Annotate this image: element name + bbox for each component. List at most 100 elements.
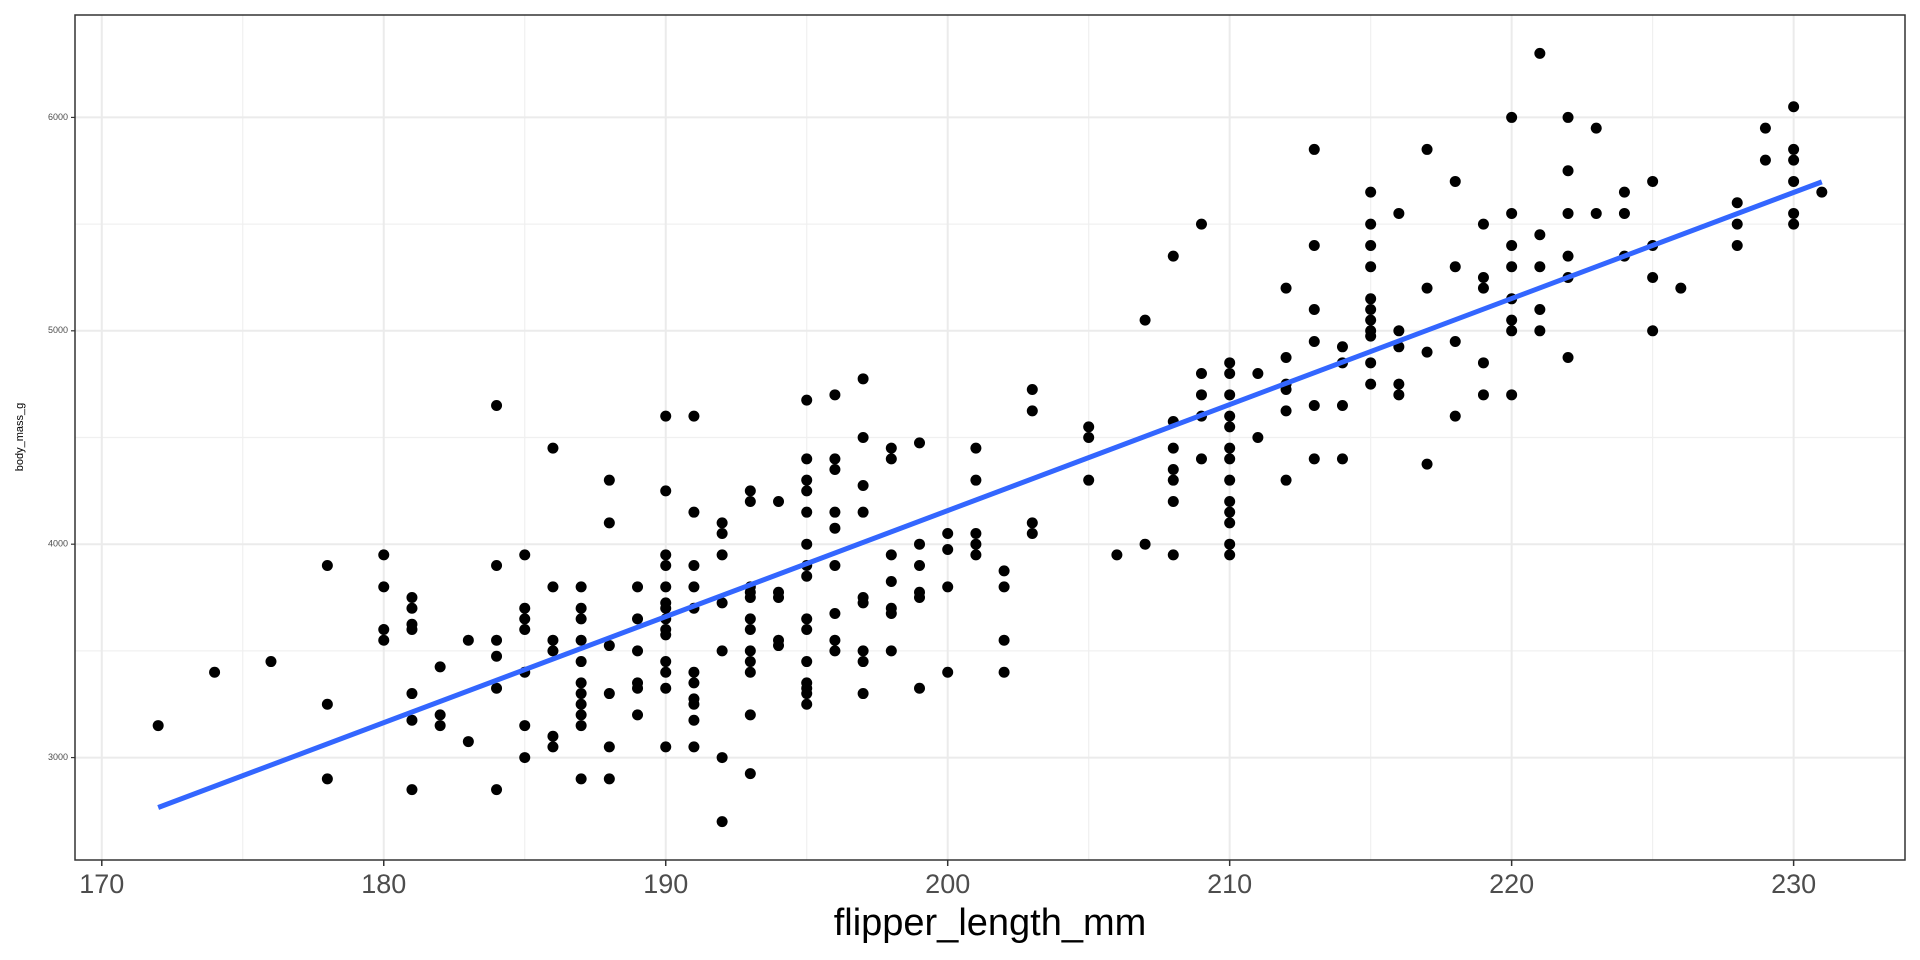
point — [1252, 367, 1264, 379]
point — [1224, 421, 1236, 433]
point — [1393, 378, 1405, 390]
point — [378, 624, 390, 636]
point — [1365, 239, 1377, 251]
point — [1759, 154, 1771, 166]
point — [1449, 261, 1461, 273]
point — [998, 666, 1010, 678]
point — [1365, 378, 1377, 390]
x-axis-title: flipper_length_mm — [834, 902, 1147, 944]
x-tick-label: 200 — [925, 869, 970, 899]
point — [1308, 239, 1320, 251]
point — [914, 538, 926, 550]
point — [1506, 111, 1518, 123]
point — [321, 773, 333, 785]
point — [1590, 122, 1602, 134]
point — [801, 656, 813, 668]
point — [265, 656, 277, 668]
point — [885, 576, 897, 588]
point — [716, 597, 728, 609]
point — [575, 709, 587, 721]
point — [914, 560, 926, 572]
point — [914, 592, 926, 604]
point — [1252, 432, 1264, 443]
point — [1506, 261, 1518, 273]
point — [519, 602, 531, 614]
point — [1026, 517, 1038, 529]
point — [1195, 218, 1207, 230]
point — [744, 592, 756, 604]
point — [1365, 357, 1377, 369]
point — [1139, 538, 1151, 550]
y-tick-label: 4000 — [48, 539, 68, 549]
point — [575, 677, 587, 689]
point — [1449, 410, 1461, 422]
point — [857, 432, 869, 443]
x-tick-label: 210 — [1207, 869, 1252, 899]
point — [1167, 442, 1179, 454]
point — [716, 549, 728, 561]
point — [434, 720, 446, 732]
point — [688, 410, 700, 422]
point — [801, 613, 813, 625]
point — [321, 560, 333, 572]
point — [744, 645, 756, 657]
point — [547, 741, 559, 753]
point — [1224, 506, 1236, 518]
point — [491, 682, 503, 694]
point — [660, 410, 672, 422]
point — [1675, 282, 1687, 294]
point — [829, 506, 841, 518]
point — [660, 485, 672, 497]
point — [406, 602, 418, 614]
y-axis-title: body_mass_g — [14, 403, 26, 472]
point — [1195, 389, 1207, 401]
point — [716, 816, 728, 828]
point — [1647, 271, 1659, 283]
point — [632, 709, 644, 721]
point — [406, 688, 418, 700]
point — [801, 538, 813, 550]
point — [575, 773, 587, 785]
point — [1534, 325, 1546, 337]
point — [857, 597, 869, 609]
point — [1195, 367, 1207, 379]
point — [1618, 186, 1630, 198]
point — [1477, 271, 1489, 283]
point — [1224, 367, 1236, 379]
point — [1562, 351, 1574, 363]
point — [603, 474, 615, 486]
point — [632, 682, 644, 694]
point — [406, 624, 418, 636]
point — [1506, 314, 1518, 326]
point — [688, 666, 700, 678]
point — [1224, 517, 1236, 529]
x-tick-label: 180 — [361, 869, 406, 899]
point — [857, 656, 869, 668]
point — [744, 624, 756, 636]
point — [801, 698, 813, 710]
point — [1816, 186, 1828, 198]
point — [1111, 549, 1123, 561]
point — [829, 645, 841, 657]
point — [660, 581, 672, 593]
point — [519, 613, 531, 625]
point — [744, 496, 756, 508]
point — [801, 624, 813, 636]
point — [829, 608, 841, 620]
point — [942, 544, 954, 556]
point — [1308, 453, 1320, 465]
point — [1477, 357, 1489, 369]
point — [829, 389, 841, 401]
point — [1393, 389, 1405, 401]
point — [1224, 496, 1236, 508]
point — [491, 784, 503, 796]
point — [378, 549, 390, 561]
point — [998, 565, 1010, 577]
point — [1026, 383, 1038, 395]
point — [575, 698, 587, 710]
point — [688, 677, 700, 689]
point — [1224, 549, 1236, 561]
point — [321, 698, 333, 710]
point — [1308, 143, 1320, 155]
point — [575, 720, 587, 732]
